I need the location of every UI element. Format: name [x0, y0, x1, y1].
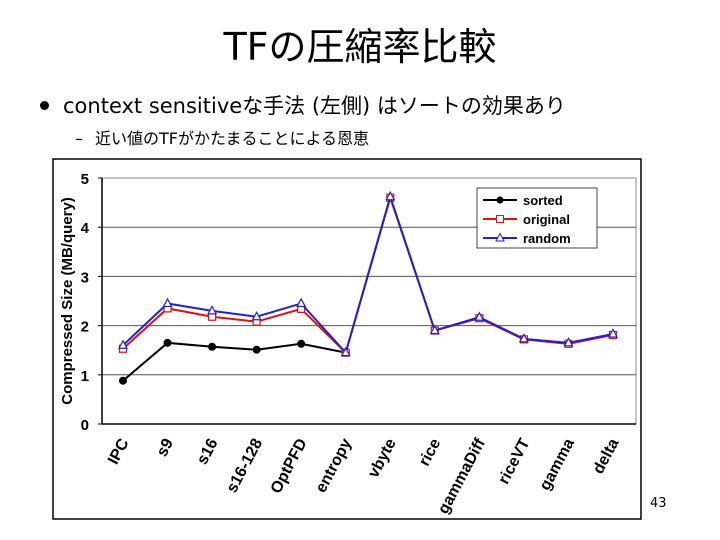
point-random [207, 305, 218, 315]
point-sorted [297, 339, 306, 348]
point-random [429, 324, 440, 335]
x-tick-label: riceVT [495, 436, 533, 487]
y-tick-label: 5 [81, 171, 89, 188]
x-tick-label: entropy [313, 436, 356, 496]
point-random [251, 310, 262, 321]
x-tick-label: delta [590, 436, 623, 477]
point-random [340, 346, 351, 357]
x-tick-label: gammaDiff [435, 435, 489, 517]
y-tick-label: 4 [81, 220, 90, 237]
point-random [296, 297, 307, 308]
legend-marker-original [496, 215, 504, 223]
point-random [608, 328, 618, 338]
y-tick-label: 1 [81, 368, 89, 385]
chart: 0 1 2 3 4 5 Compressed Size (MB/query) IPC s9 s16… [52, 158, 642, 520]
x-tick-label: OptPFD [268, 436, 311, 497]
x-tick-label: s16-128 [224, 436, 267, 496]
legend-marker-sorted [496, 196, 504, 204]
point-random [162, 297, 173, 308]
x-tick-label: s9 [154, 436, 177, 460]
y-axis-label: Compressed Size (MB/query) [59, 197, 76, 405]
legend-label-random: random [523, 231, 571, 246]
point-random [118, 339, 128, 349]
chart-border [52, 158, 642, 520]
page-number: 43 [650, 496, 667, 511]
point-sorted [208, 342, 217, 351]
sub-bullet: – 近い値のTFがかたまることによる恩恵 [75, 128, 369, 150]
series-line-sorted [122, 341, 346, 382]
bullet-point: context sensitiveな手法 (左側) はソートの効果あり [40, 92, 566, 120]
compression-line-chart: 0 1 2 3 4 5 Compressed Size (MB/query) IPC s9 s16… [52, 158, 642, 520]
y-tick-label: 2 [81, 319, 89, 336]
x-tick-label: vbyte [365, 436, 400, 481]
y-tick-label: 0 [81, 417, 89, 434]
bullet-text: context sensitiveな手法 (左側) はソートの効果あり [63, 94, 566, 118]
slide-title: TFの圧縮率比較 [223, 25, 497, 69]
sub-bullet-dash: – [75, 129, 83, 148]
point-random [563, 337, 574, 347]
legend-marker-random [495, 232, 505, 242]
point-sorted [163, 338, 172, 347]
bullet-dot-icon [40, 100, 49, 110]
x-tick-label: IPC [105, 436, 133, 468]
point-sorted [252, 345, 261, 354]
series-line-random [122, 193, 614, 355]
sub-bullet-text: 近い値のTFがかたまることによる恩恵 [95, 129, 370, 148]
point-sorted [119, 376, 127, 385]
x-tick-label: rice [416, 436, 444, 469]
point-random [474, 311, 485, 321]
x-tick-label: s16 [194, 436, 222, 468]
legend-label-sorted: sorted [523, 193, 563, 208]
y-tick-label: 3 [81, 269, 89, 286]
x-tick-label: gamma [537, 436, 578, 494]
legend-label-original: original [523, 212, 570, 227]
point-random [518, 333, 529, 343]
point-random [385, 190, 396, 201]
